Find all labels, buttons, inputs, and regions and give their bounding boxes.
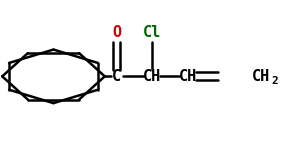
- Text: C: C: [112, 69, 122, 84]
- Text: CH: CH: [142, 69, 161, 84]
- Text: O: O: [112, 25, 122, 40]
- Text: Cl: Cl: [142, 25, 161, 40]
- Text: CH: CH: [178, 69, 197, 84]
- Text: 2: 2: [271, 76, 278, 86]
- Text: CH: CH: [252, 69, 270, 84]
